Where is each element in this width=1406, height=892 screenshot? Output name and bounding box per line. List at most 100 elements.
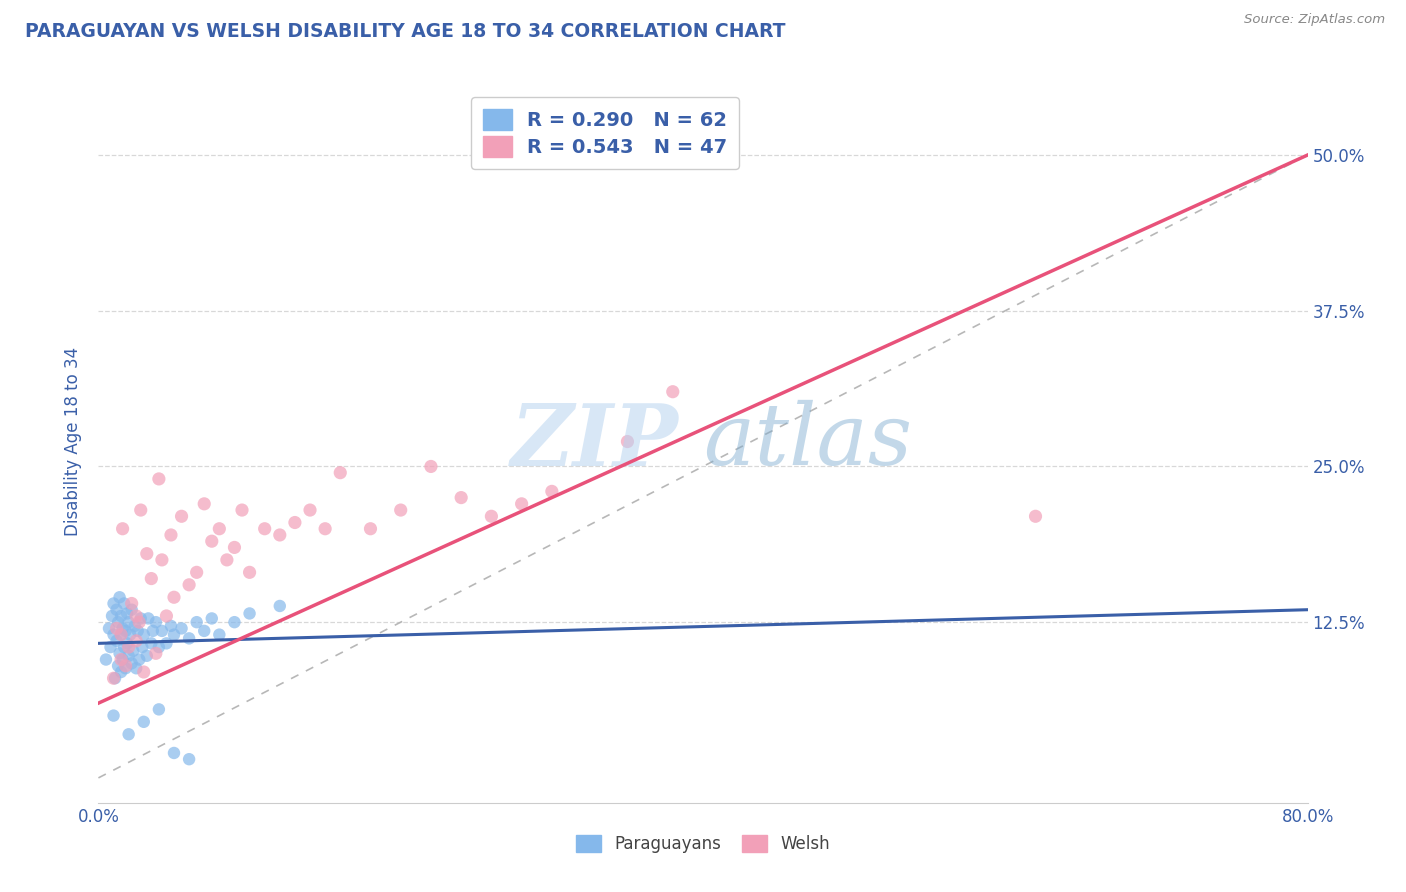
Point	[118, 727, 141, 741]
Point	[121, 597, 143, 611]
Point	[112, 597, 135, 611]
Text: PARAGUAYAN VS WELSH DISABILITY AGE 18 TO 34 CORRELATION CHART: PARAGUAYAN VS WELSH DISABILITY AGE 18 TO…	[25, 22, 786, 41]
Point	[224, 615, 246, 630]
Point	[269, 528, 291, 542]
Point	[160, 528, 183, 542]
Point	[179, 578, 201, 592]
Point	[103, 627, 125, 641]
Point	[121, 603, 143, 617]
Point	[450, 491, 472, 505]
Point	[129, 503, 152, 517]
Point	[110, 627, 132, 641]
Point	[108, 646, 131, 660]
Point	[186, 566, 208, 580]
Point	[148, 640, 170, 654]
Point	[193, 497, 215, 511]
Point	[299, 503, 322, 517]
Point	[100, 640, 122, 654]
Point	[150, 624, 173, 638]
Point	[110, 665, 132, 679]
Point	[208, 627, 231, 641]
Point	[120, 627, 142, 641]
Point	[132, 665, 155, 679]
Point	[103, 708, 125, 723]
Point	[145, 615, 167, 630]
Point	[103, 597, 125, 611]
Point	[136, 611, 159, 625]
Point	[125, 633, 148, 648]
Point	[131, 640, 153, 654]
Point	[170, 509, 193, 524]
Point	[114, 661, 136, 675]
Text: ZIP: ZIP	[510, 400, 679, 483]
Point	[129, 611, 152, 625]
Point	[155, 609, 177, 624]
Point	[114, 658, 136, 673]
Point	[160, 619, 183, 633]
Point	[360, 522, 382, 536]
Point	[163, 591, 186, 605]
Point	[118, 615, 141, 630]
Point	[389, 503, 412, 517]
Point	[224, 541, 246, 555]
Point	[125, 661, 148, 675]
Point	[179, 632, 201, 646]
Point	[481, 509, 503, 524]
Point	[103, 671, 125, 685]
Point	[112, 640, 135, 654]
Point	[616, 434, 638, 449]
Point	[127, 624, 149, 638]
Text: Source: ZipAtlas.com: Source: ZipAtlas.com	[1244, 13, 1385, 27]
Point	[420, 459, 443, 474]
Point	[94, 652, 117, 666]
Point	[118, 648, 141, 663]
Point	[142, 624, 165, 638]
Point	[148, 472, 170, 486]
Point	[186, 615, 208, 630]
Point	[231, 503, 253, 517]
Point	[239, 607, 262, 621]
Point	[148, 702, 170, 716]
Point	[314, 522, 336, 536]
Point	[135, 547, 157, 561]
Point	[1024, 509, 1046, 524]
Point	[329, 466, 352, 480]
Point	[105, 603, 128, 617]
Point	[284, 516, 307, 530]
Point	[132, 714, 155, 729]
Point	[111, 522, 134, 536]
Point	[118, 640, 141, 654]
Point	[163, 746, 186, 760]
Point	[201, 534, 224, 549]
Y-axis label: Disability Age 18 to 34: Disability Age 18 to 34	[65, 347, 83, 536]
Point	[145, 646, 167, 660]
Point	[115, 636, 138, 650]
Point	[121, 657, 143, 671]
Legend: Paraguayans, Welsh: Paraguayans, Welsh	[569, 828, 837, 860]
Point	[253, 522, 276, 536]
Point	[122, 644, 145, 658]
Point	[239, 566, 262, 580]
Point	[105, 621, 128, 635]
Point	[135, 648, 157, 663]
Point	[201, 611, 224, 625]
Point	[107, 658, 129, 673]
Point	[150, 553, 173, 567]
Point	[163, 627, 186, 641]
Point	[193, 624, 215, 638]
Point	[111, 621, 134, 635]
Point	[141, 572, 163, 586]
Point	[108, 591, 131, 605]
Point	[661, 384, 683, 399]
Point	[110, 609, 132, 624]
Point	[101, 609, 124, 624]
Point	[124, 619, 146, 633]
Point	[98, 621, 121, 635]
Point	[155, 636, 177, 650]
Point	[179, 752, 201, 766]
Point	[269, 599, 291, 613]
Point	[105, 633, 128, 648]
Point	[132, 627, 155, 641]
Point	[141, 636, 163, 650]
Point	[111, 652, 134, 666]
